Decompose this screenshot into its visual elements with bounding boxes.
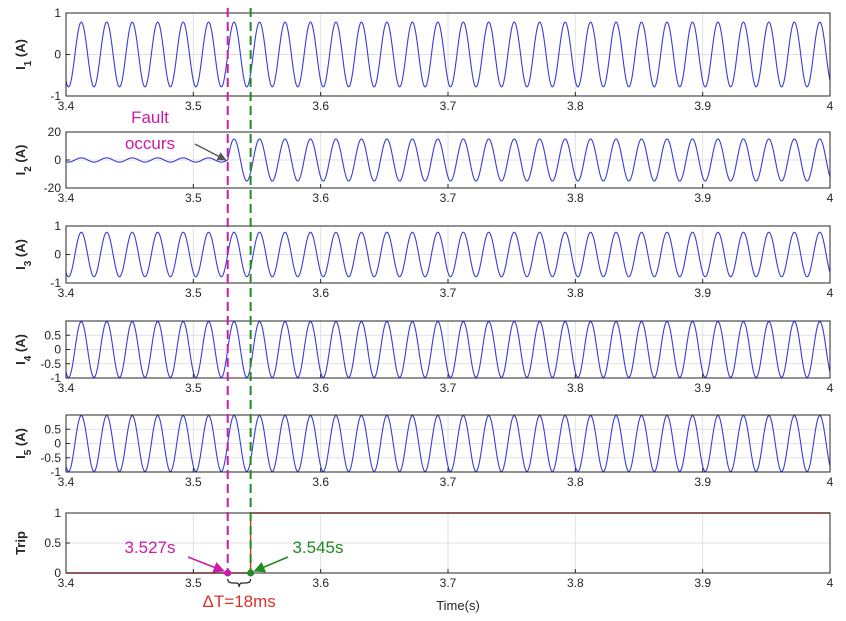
panel-3: 3.4 3.5 3.6 3.7 3.8 3.9 4 -1 0 1 I3 (A): [13, 219, 834, 300]
trip-time-point: [247, 569, 255, 577]
x-tick-label: 3.4: [58, 191, 75, 205]
x-axis-label: Time(s): [436, 598, 480, 613]
x-tick-label: 4: [827, 576, 834, 590]
y-axis-label: I3 (A): [13, 239, 34, 270]
fault-label-line2: occurs: [125, 134, 175, 153]
x-tick-label: 3.5: [185, 99, 202, 113]
x-tick-label: 3.8: [567, 475, 584, 489]
x-tick-label: 4: [827, 191, 834, 205]
x-tick-label: 3.8: [567, 99, 584, 113]
x-tick-label: 3.8: [567, 381, 584, 395]
x-tick-label: 3.7: [440, 191, 457, 205]
x-tick-label: 3.4: [58, 286, 75, 300]
trip-time-arrow: [253, 556, 289, 573]
trip-time-label: 3.545s: [292, 538, 343, 557]
x-tick-label: 3.7: [440, 99, 457, 113]
x-tick-label: 3.5: [185, 475, 202, 489]
x-tick-label: 3.6: [312, 576, 329, 590]
panel-6: 3.4 3.5 3.6 3.7 3.8 3.9 4 0 0.5 1 Trip: [13, 506, 834, 590]
y-tick-label: 0.5: [44, 328, 61, 342]
y-tick-label: 0: [54, 566, 61, 580]
fault-label-line1: Fault: [131, 108, 169, 127]
series-line-1: [65, 321, 831, 378]
series-line-1: [65, 21, 831, 88]
panel-4: 3.4 3.5 3.6 3.7 3.8 3.9 4 -1-0.500.5 I4 (A): [13, 320, 834, 395]
y-tick-label: -1: [50, 89, 61, 103]
fault-occurs-arrow: [194, 143, 227, 161]
x-tick-label: 4: [827, 286, 834, 300]
x-tick-label: 4: [827, 99, 834, 113]
annotation-layer: Fault occurs 3.527s 3.545s ΔT=18ms Time(…: [124, 108, 479, 613]
fault-time-label: 3.527s: [124, 538, 175, 557]
y-tick-label: 0: [54, 248, 61, 262]
y-axis-label: I5 (A): [13, 428, 34, 459]
x-tick-label: 3.4: [58, 475, 75, 489]
y-tick-label: -1: [50, 371, 61, 385]
x-tick-label: 3.7: [440, 381, 457, 395]
x-tick-label: 3.8: [567, 576, 584, 590]
x-tick-label: 3.6: [312, 475, 329, 489]
x-tick-label: 3.9: [694, 99, 711, 113]
x-tick-label: 3.7: [440, 576, 457, 590]
x-tick-label: 3.8: [567, 191, 584, 205]
y-tick-label: 0: [54, 48, 61, 62]
y-axis-label: I1 (A): [13, 39, 34, 70]
x-tick-label: 3.5: [185, 191, 202, 205]
x-tick-label: 3.9: [694, 381, 711, 395]
y-tick-label: 1: [54, 506, 61, 520]
x-tick-label: 4: [827, 381, 834, 395]
panel-1: 3.4 3.5 3.6 3.7 3.8 3.9 4 -1 0 1 I1 (A): [13, 6, 834, 113]
delta-t-label: ΔT=18ms: [203, 592, 276, 611]
x-tick-label: 3.9: [694, 286, 711, 300]
x-tick-label: 3.9: [694, 576, 711, 590]
fault-time-point: [224, 569, 232, 577]
y-tick-label: 0: [54, 437, 61, 451]
x-tick-label: 3.6: [312, 191, 329, 205]
y-tick-label: 1: [54, 219, 61, 233]
x-tick-label: 3.6: [312, 381, 329, 395]
x-tick-label: 3.6: [312, 286, 329, 300]
fault-time-arrow: [187, 556, 225, 573]
y-tick-label: 0: [54, 153, 61, 167]
x-tick-label: 3.8: [567, 286, 584, 300]
y-axis-label: Trip: [13, 531, 28, 555]
series-line-1: [65, 415, 831, 472]
delta-t-brace: [227, 578, 252, 588]
y-tick-label: 20: [48, 125, 62, 139]
y-tick-label: 0.5: [44, 422, 61, 436]
series-line-1: [65, 138, 831, 182]
x-tick-label: 3.7: [440, 286, 457, 300]
x-tick-label: 3.5: [185, 576, 202, 590]
series-line-1: [65, 231, 831, 278]
y-tick-label: -1: [50, 276, 61, 290]
y-tick-label: -20: [44, 181, 62, 195]
x-tick-label: 3.9: [694, 475, 711, 489]
x-tick-label: 4: [827, 475, 834, 489]
x-tick-label: 3.4: [58, 576, 75, 590]
panel-5: 3.4 3.5 3.6 3.7 3.8 3.9 4 -1-0.500.5 I5 (A): [13, 414, 834, 489]
x-tick-label: 3.5: [185, 381, 202, 395]
x-tick-label: 3.6: [312, 99, 329, 113]
panel-2: 3.4 3.5 3.6 3.7 3.8 3.9 4 -20 0 20 I2 (A): [13, 125, 834, 205]
x-tick-label: 3.4: [58, 381, 75, 395]
y-tick-label: 0: [54, 343, 61, 357]
x-tick-label: 3.7: [440, 475, 457, 489]
x-tick-label: 3.9: [694, 191, 711, 205]
y-tick-label: 1: [54, 6, 61, 20]
y-tick-label: -0.5: [40, 451, 61, 465]
y-axis-label: I2 (A): [13, 145, 34, 176]
x-tick-label: 3.4: [58, 99, 75, 113]
y-tick-label: 0.5: [44, 536, 61, 550]
y-tick-label: -1: [50, 465, 61, 479]
y-axis-label: I4 (A): [13, 334, 34, 365]
x-tick-label: 3.5: [185, 286, 202, 300]
y-tick-label: -0.5: [40, 357, 61, 371]
